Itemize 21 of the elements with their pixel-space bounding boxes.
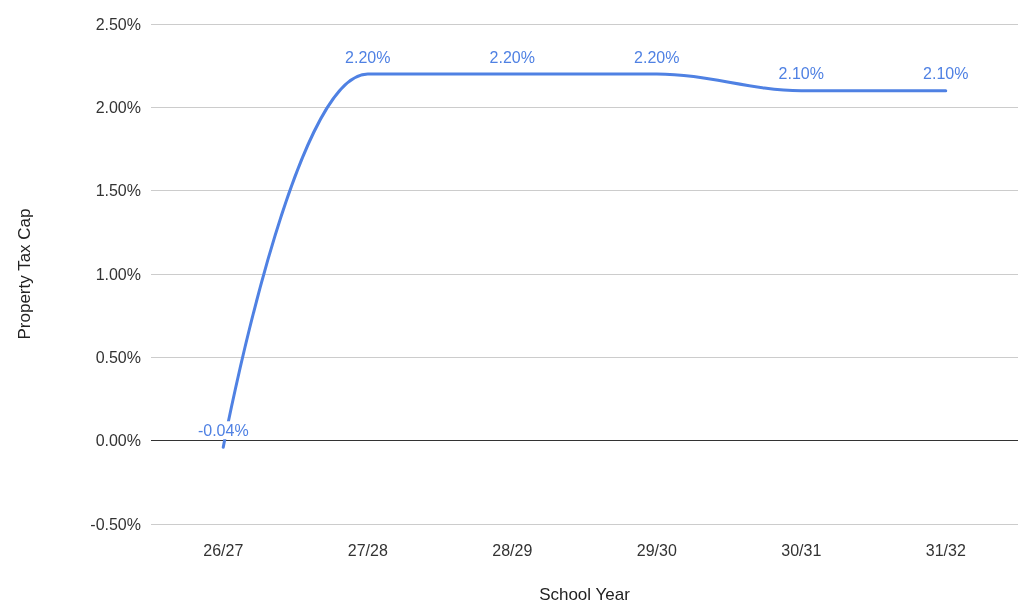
- data-label: 2.20%: [489, 48, 535, 66]
- data-label: 2.10%: [778, 65, 824, 83]
- data-label: 2.10%: [923, 65, 969, 83]
- x-tick-label: 28/29: [492, 541, 533, 559]
- x-tick-label: 27/28: [347, 541, 388, 559]
- data-label: -0.04%: [197, 421, 249, 439]
- y-axis-title: Property Tax Cap: [15, 208, 34, 340]
- data-label: 2.20%: [634, 48, 680, 66]
- data-label: 2.20%: [345, 48, 391, 66]
- x-axis-title: School Year: [539, 585, 631, 604]
- y-tick-label: 1.50%: [95, 182, 141, 200]
- x-tick-label: 26/27: [203, 541, 244, 559]
- y-tick-label: -0.50%: [90, 515, 141, 533]
- x-tick-label: 30/31: [781, 541, 822, 559]
- y-tick-label: 0.50%: [95, 348, 141, 366]
- y-tick-label: 2.00%: [95, 98, 141, 116]
- y-tick-label: 1.00%: [95, 265, 141, 283]
- y-tick-label: 0.00%: [95, 432, 141, 450]
- x-tick-label: 29/30: [636, 541, 677, 559]
- y-tick-label: 2.50%: [95, 15, 141, 33]
- x-tick-label: 31/32: [925, 541, 966, 559]
